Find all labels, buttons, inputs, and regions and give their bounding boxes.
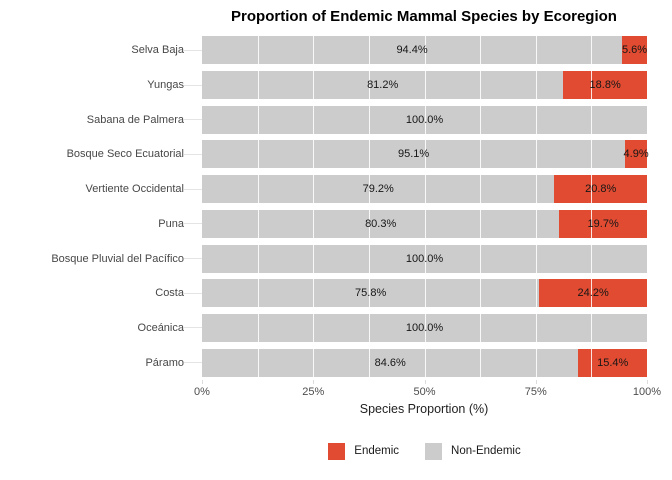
bar-row: Oceánica 100.0% [0,311,647,346]
non-endemic-segment: 79.2% [202,175,555,204]
bar-row: Selva Baja 94.4% 5.6% [0,33,647,68]
x-tick-mark [424,380,426,384]
non-endemic-segment: 100.0% [202,244,647,273]
segment-value-label: 100.0% [405,113,444,126]
x-tick-label: 75% [524,386,547,398]
non-endemic-segment: 100.0% [202,105,647,134]
stacked-bar: 100.0% [202,105,647,134]
bar-row: Vertiente Occidental 79.2% 20.8% [0,172,647,207]
category-label: Bosque Pluvial del Pacífico [51,252,184,265]
segment-value-label: 95.1% [397,148,430,161]
segment-value-label: 19.7% [587,217,619,230]
bar-row: Yungas 81.2% 18.8% [0,68,647,103]
y-tick-mark [184,188,202,190]
y-tick-mark [184,84,202,86]
segment-value-label: 20.8% [585,183,617,196]
y-tick-mark [184,49,202,51]
stacked-bar: 94.4% 5.6% [202,36,648,65]
stacked-bar: 95.1% 4.9% [202,140,649,169]
segment-value-label: 100.0% [405,252,444,265]
segment-value-label: 79.2% [362,183,394,196]
segment-value-label: 75.8% [355,287,387,300]
category-label: Puna [158,217,184,230]
segment-value-label: 18.8% [589,79,621,92]
non-endemic-segment: 81.2% [202,71,564,100]
x-axis: 0% 25% 50% 75% 100% [194,380,661,402]
segment-value-label: 80.3% [365,217,397,230]
chart-title: Proportion of Endemic Mammal Species by … [231,8,617,25]
y-tick-mark [184,258,202,260]
stacked-bar: 80.3% 19.7% [202,209,647,238]
non-endemic-segment: 75.8% [202,279,540,308]
legend-label: Endemic [354,445,400,457]
endemic-segment: 15.4% [578,348,647,377]
bar-rows: Selva Baja 94.4% 5.6% Yungas 81.2% 18.8% Saban… [0,33,649,380]
segment-value-label: 84.6% [374,356,406,369]
bar-row: Bosque Pluvial del Pacífico 100.0% [0,241,647,276]
legend-swatch [425,442,443,460]
stacked-bar: 79.2% 20.8% [202,175,647,204]
endemic-segment: 20.8% [554,175,647,204]
legend-swatch [328,442,346,460]
non-endemic-segment: 84.6% [202,348,579,377]
x-axis-title: Species Proportion (%) [359,402,489,416]
endemic-segment: 24.2% [539,279,647,308]
bar-row: Costa 75.8% 24.2% [0,276,647,311]
y-tick-mark [184,223,202,225]
y-tick-mark [184,292,202,294]
y-tick-mark [184,119,202,121]
bar-row: Bosque Seco Ecuatorial 95.1% 4.9% [0,137,649,172]
segment-value-label: 100.0% [405,321,444,334]
stacked-bar: 100.0% [202,244,647,273]
bar-row: Puna 80.3% 19.7% [0,207,647,242]
category-label: Vertiente Occidental [85,183,184,196]
x-tick-mark [647,380,648,384]
x-tick-label: 100% [632,386,662,398]
non-endemic-segment: 95.1% [202,140,626,169]
stacked-bar: 75.8% 24.2% [202,279,647,308]
category-label: Yungas [147,79,184,92]
x-tick-mark [535,380,537,384]
non-endemic-segment: 94.4% [202,36,623,65]
endemic-segment: 5.6% [622,36,648,65]
category-label: Oceánica [137,321,184,334]
category-label: Páramo [145,356,184,369]
endemic-segment: 19.7% [559,209,647,238]
segment-value-label: 94.4% [396,44,428,57]
gridline [647,33,648,380]
segment-value-label: 5.6% [622,44,648,57]
non-endemic-segment: 80.3% [202,209,560,238]
endemic-segment: 4.9% [623,140,649,169]
y-tick-mark [184,153,202,155]
category-label: Bosque Seco Ecuatorial [66,148,184,161]
stacked-bar: 100.0% [202,313,647,342]
category-label: Costa [155,287,184,300]
legend-item: Non-Endemic [425,442,521,460]
x-tick-mark [202,380,203,384]
stacked-bar: 81.2% 18.8% [202,71,647,100]
segment-value-label: 4.9% [623,148,649,161]
x-tick-label: 0% [194,386,210,398]
stacked-bar: 84.6% 15.4% [202,348,647,377]
x-tick-mark [313,380,315,384]
segment-value-label: 81.2% [367,79,399,92]
bar-row: Páramo 84.6% 15.4% [0,345,647,380]
bar-row: Sabana de Palmera 100.0% [0,102,647,137]
y-tick-mark [184,362,202,364]
y-tick-mark [184,327,202,329]
legend-item: Endemic [328,442,400,460]
category-label: Sabana de Palmera [86,113,184,126]
non-endemic-segment: 100.0% [202,313,647,342]
x-tick-label: 50% [413,386,436,398]
legend-label: Non-Endemic [451,445,521,457]
category-label: Selva Baja [131,44,184,57]
segment-value-label: 24.2% [577,287,609,300]
segment-value-label: 15.4% [597,356,629,369]
x-tick-label: 25% [302,386,325,398]
legend: Endemic Non-Endemic [202,438,647,464]
endemic-segment: 18.8% [563,71,647,100]
